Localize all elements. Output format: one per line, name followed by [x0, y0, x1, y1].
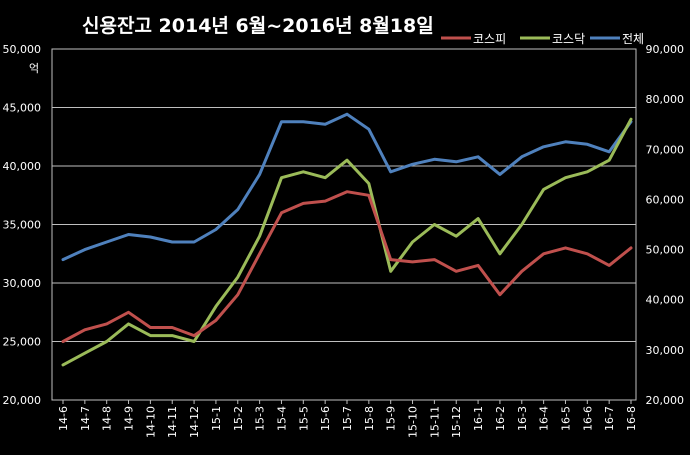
legend-label: 전체: [622, 32, 644, 46]
x-axis-ticks: 14-6 14-7 14-8 14-9 14-10 14-11 14-12 15-1 15-2 1…: [57, 400, 638, 438]
x-tick-label: 14-11: [166, 406, 179, 438]
legend-label: 코스닥: [552, 32, 585, 46]
right-tick-label: 30,000: [646, 344, 685, 357]
x-tick-label: 15-2: [232, 406, 245, 431]
left-tick-label: 40,000: [3, 160, 42, 173]
gridlines: [52, 107, 636, 342]
x-tick-label: 14-7: [79, 406, 92, 431]
x-tick-label: 16-2: [494, 406, 507, 431]
right-tick-label: 90,000: [646, 43, 685, 56]
chart-title: 신용잔고 2014년 6월~2016년 8월18일: [82, 15, 434, 37]
x-tick-label: 14-8: [101, 406, 114, 431]
x-tick-label: 16-1: [472, 406, 485, 431]
x-tick-label: 14-6: [57, 406, 70, 431]
right-tick-label: 80,000: [646, 93, 685, 106]
x-tick-label: 15-6: [319, 406, 332, 431]
x-tick-label: 15-5: [297, 406, 310, 431]
x-tick-label: 16-3: [516, 406, 529, 431]
legend-label: 코스피: [473, 32, 506, 46]
x-tick-label: 15-7: [341, 406, 354, 431]
x-tick-label: 14-9: [123, 406, 136, 431]
x-tick-label: 15-8: [363, 406, 376, 431]
legend: 코스피 코스닥 전체: [441, 32, 644, 46]
x-tick-label: 15-3: [254, 406, 267, 431]
right-tick-label: 70,000: [646, 143, 685, 156]
left-tick-label: 35,000: [3, 219, 42, 232]
series-line: [61, 117, 633, 367]
x-tick-label: 15-1: [210, 406, 223, 431]
right-tick-label: 60,000: [646, 193, 685, 206]
left-tick-label: 25,000: [3, 336, 42, 349]
x-tick-label: 14-12: [188, 406, 201, 438]
left-axis-unit: 억: [29, 62, 39, 75]
x-tick-label: 15-11: [428, 406, 441, 438]
left-axis-ticks: 20,000 25,000 30,000 35,000 40,000 45,000 50,0…: [3, 43, 42, 407]
x-tick-label: 16-8: [625, 406, 638, 431]
x-tick-label: 15-4: [275, 406, 288, 431]
x-tick-label: 15-9: [385, 406, 398, 431]
series-lines: [61, 112, 633, 367]
x-tick-label: 16-7: [603, 406, 616, 431]
x-tick-label: 16-4: [538, 406, 551, 431]
left-tick-label: 50,000: [3, 43, 42, 56]
right-axis-ticks: 20,000 30,000 40,000 50,000 60,000 70,000 80,0…: [646, 43, 685, 407]
series-line: [61, 112, 633, 262]
x-tick-label: 16-5: [559, 406, 572, 431]
right-tick-label: 50,000: [646, 244, 685, 257]
x-tick-label: 16-6: [581, 406, 594, 431]
x-tick-label: 14-10: [144, 406, 157, 438]
left-tick-label: 30,000: [3, 277, 42, 290]
x-tick-label: 15-12: [450, 406, 463, 438]
right-tick-label: 20,000: [646, 394, 685, 407]
right-tick-label: 40,000: [646, 294, 685, 307]
series-line: [61, 190, 633, 343]
left-tick-label: 20,000: [3, 394, 42, 407]
x-tick-label: 15-10: [407, 406, 420, 438]
left-tick-label: 45,000: [3, 102, 42, 115]
